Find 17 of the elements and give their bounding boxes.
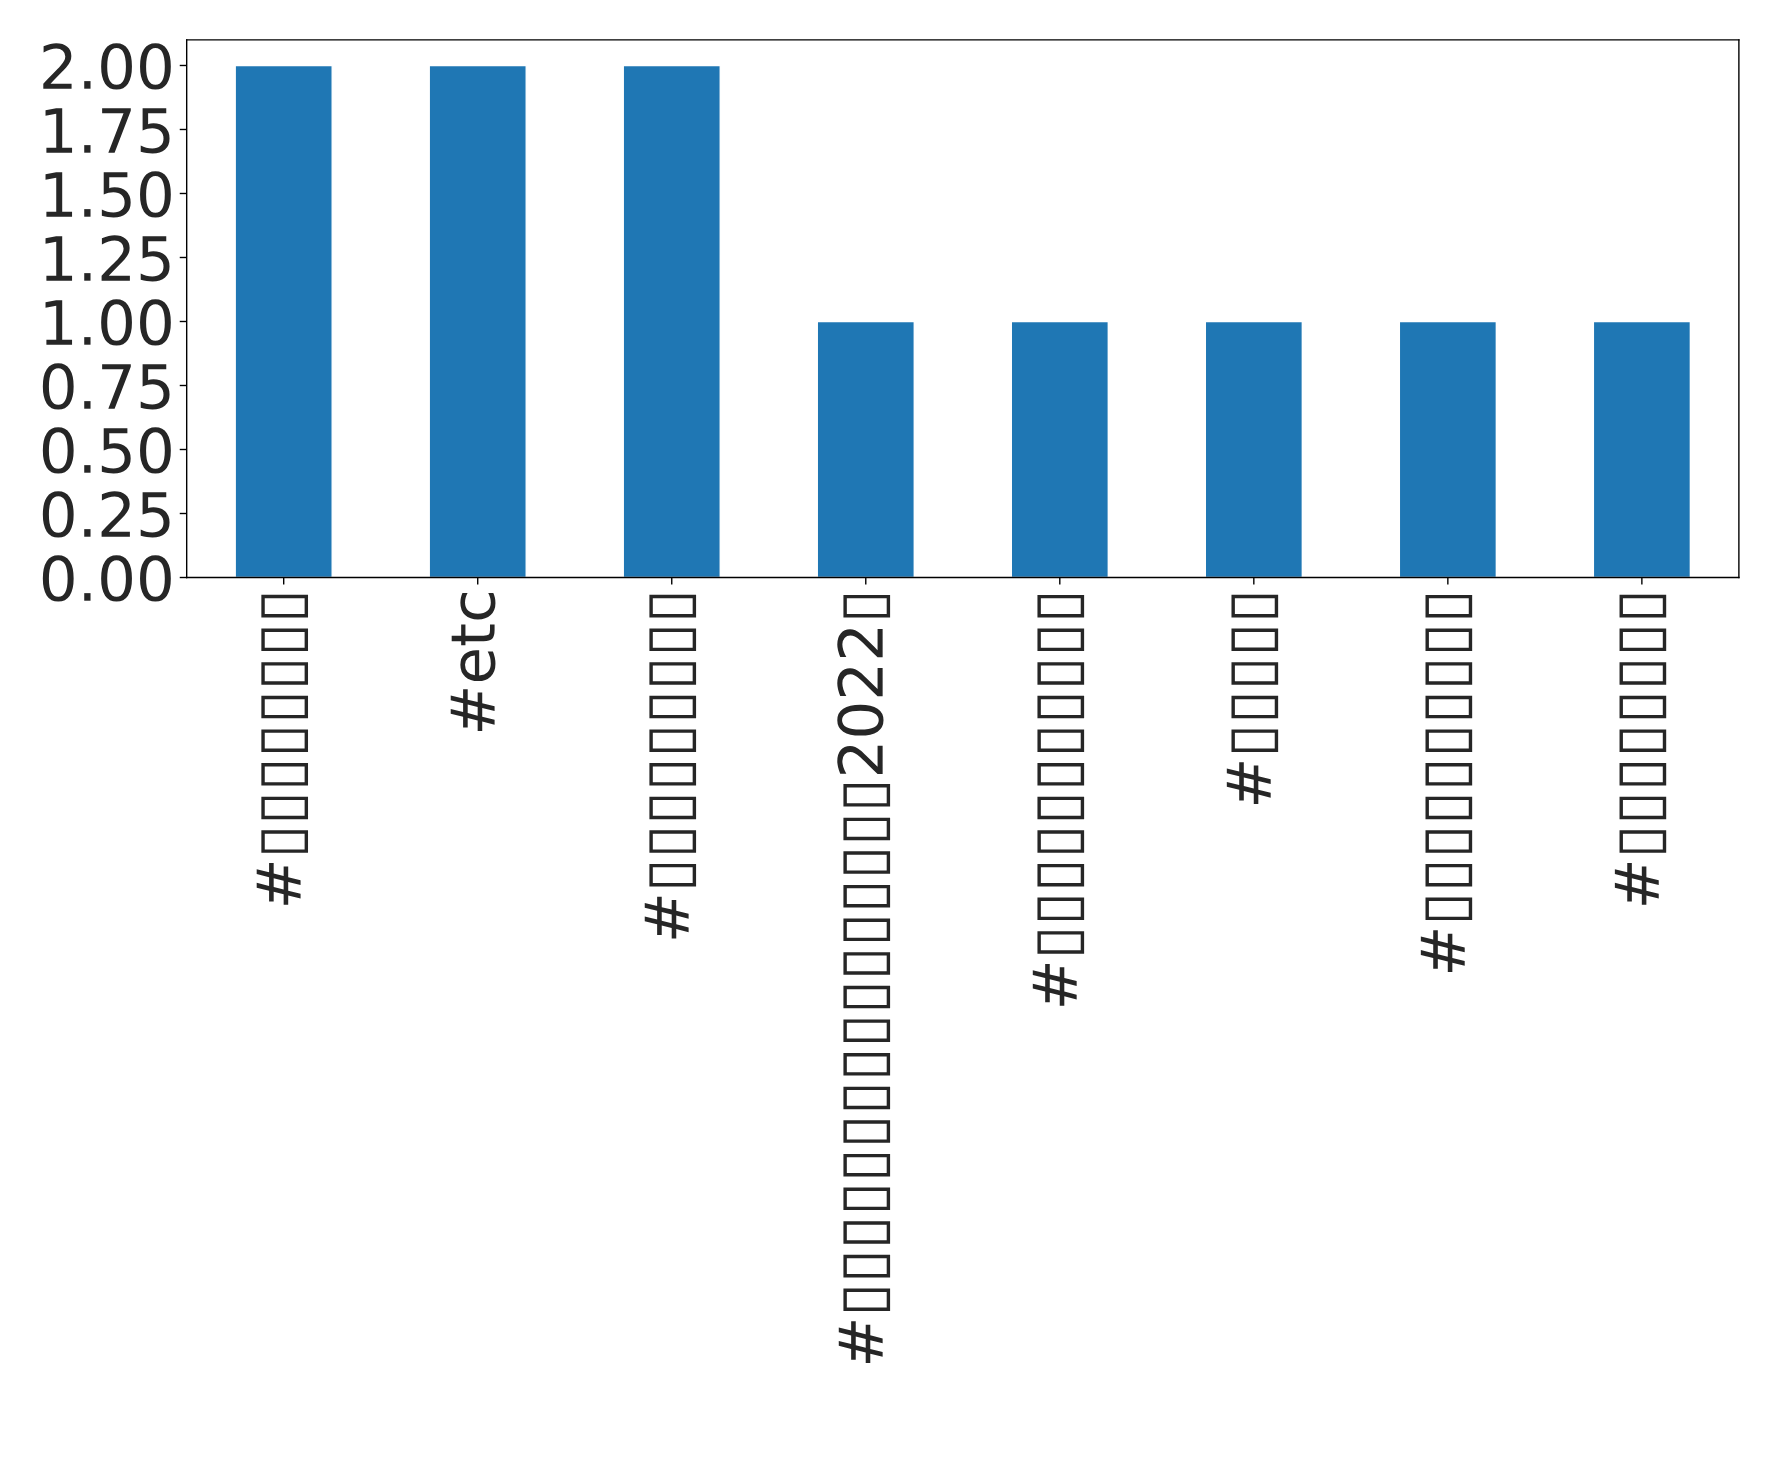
x-tick-label: #etc — [450, 593, 496, 731]
x-tick-label: #▯▯▯▯▯▯▯▯▯▯▯ — [1032, 594, 1085, 1006]
x-tick-label: #▯▯▯▯▯▯▯▯ — [256, 594, 309, 905]
y-tick-label: 1.50 — [45, 171, 171, 218]
y-tick-label: 1.00 — [45, 299, 171, 346]
y-tick-label: 0.75 — [42, 363, 170, 410]
y-tick-label: 0.50 — [42, 427, 171, 474]
y-tick-label: 2.00 — [43, 43, 171, 90]
x-tick-label: #▯▯▯▯▯▯▯▯ — [1614, 594, 1667, 905]
x-tick-label: #▯▯▯▯▯ — [1226, 594, 1279, 804]
x-tick-label: #▯▯▯▯▯▯▯▯▯▯▯▯▯▯▯▯2022▯ — [837, 594, 891, 1364]
y-tick-label: 1.25 — [45, 235, 170, 282]
x-tick-label: #▯▯▯▯▯▯▯▯▯▯ — [1420, 594, 1473, 973]
y-tick-label: 0.25 — [42, 491, 170, 538]
x-tick-label: #▯▯▯▯▯▯▯▯▯ — [644, 594, 697, 939]
y-tick-label: 1.75 — [45, 108, 170, 154]
y-tick-label: 0.00 — [42, 555, 171, 602]
